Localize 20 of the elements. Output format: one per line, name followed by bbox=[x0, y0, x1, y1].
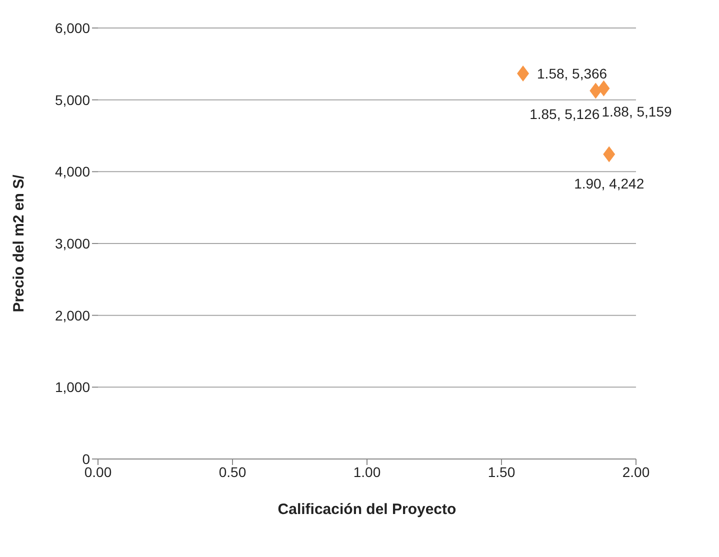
y-axis-title: Precio del m2 en S/ bbox=[10, 174, 28, 312]
data-label: 1.88, 5,159 bbox=[602, 103, 672, 120]
x-tick-label: 2.00 bbox=[622, 464, 650, 480]
data-label: 1.58, 5,366 bbox=[537, 66, 608, 82]
data-label: 1.85, 5,126 bbox=[530, 106, 600, 122]
y-tick-label: 3,000 bbox=[54, 235, 90, 252]
y-tick-label: 2,000 bbox=[54, 307, 90, 324]
y-tick-label: 4,000 bbox=[54, 164, 90, 180]
point bbox=[517, 66, 530, 82]
point bbox=[598, 80, 610, 96]
y-tick-label: 6,000 bbox=[54, 20, 90, 36]
x-tick-label: 0.50 bbox=[218, 464, 246, 480]
point bbox=[590, 82, 602, 99]
point bbox=[603, 146, 616, 162]
y-tick-label: 5,000 bbox=[54, 92, 90, 108]
x-axis-title: Calificación del Proyecto bbox=[278, 501, 456, 518]
data-label: 1.90, 4,242 bbox=[574, 175, 644, 192]
y-tick-label: 1,000 bbox=[54, 379, 90, 396]
x-tick-label: 1.00 bbox=[353, 464, 381, 480]
x-tick-label: 1.50 bbox=[488, 464, 516, 480]
